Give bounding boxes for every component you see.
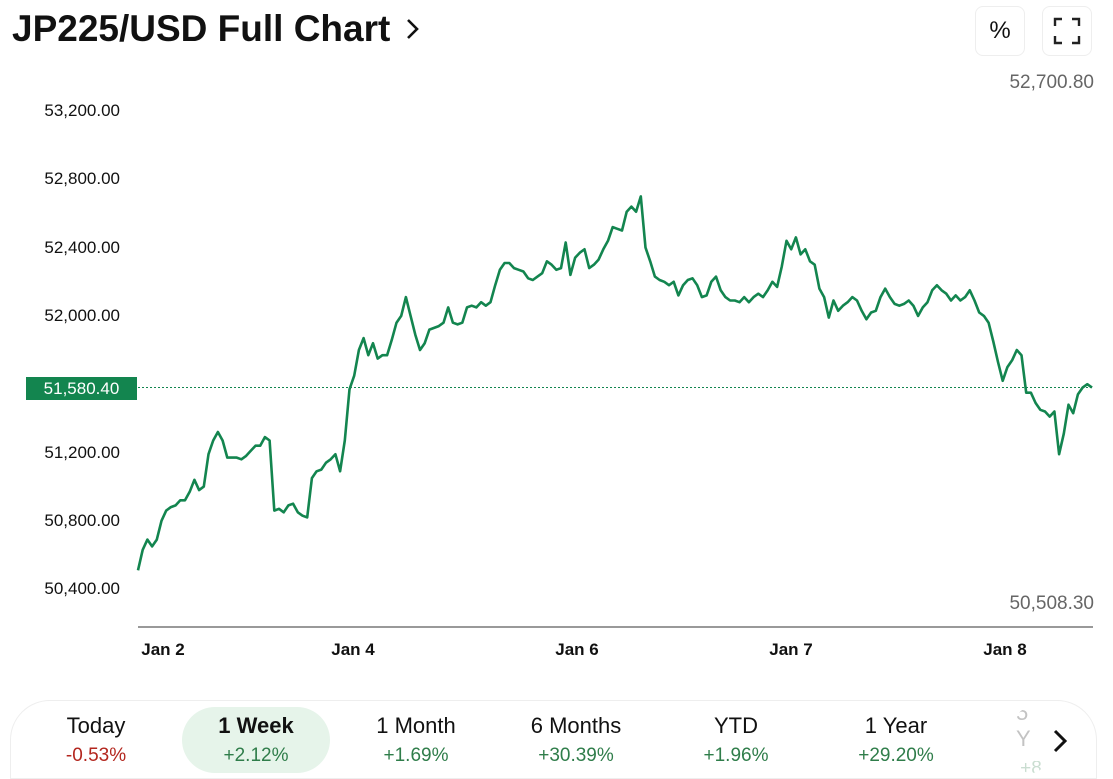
- y-tick-label: 50,800.00: [44, 510, 120, 530]
- scroll-right-button[interactable]: [1035, 721, 1085, 761]
- period-label: 5 Y: [1016, 707, 1031, 751]
- period-change: +1.69%: [383, 745, 449, 766]
- period-label: 6 Months: [530, 713, 622, 738]
- period-tab[interactable]: 1 Month +1.69%: [342, 707, 490, 773]
- y-tick-label: 50,400.00: [44, 579, 120, 599]
- x-tick-label: Jan 6: [555, 640, 599, 659]
- period-label: YTD: [714, 713, 758, 738]
- period-change: +2.12%: [223, 745, 289, 766]
- y-tick-label: 53,200.00: [44, 101, 120, 120]
- x-tick-label: Jan 8: [983, 640, 1027, 659]
- period-change: -0.53%: [65, 745, 127, 766]
- period-tab[interactable]: 6 Months +30.39%: [502, 707, 650, 773]
- y-tick-label: 51,200.00: [44, 442, 120, 462]
- period-tab[interactable]: 1 Year +29.20%: [822, 707, 970, 773]
- period-change: +29.20%: [858, 745, 934, 766]
- period-tab[interactable]: Today -0.53%: [22, 707, 170, 773]
- last-price-badge: 51,580.40: [26, 377, 137, 400]
- period-change: +8: [1020, 758, 1042, 773]
- price-line: [136, 195, 1093, 571]
- chart-title-link[interactable]: JP225/USD Full Chart: [12, 8, 422, 50]
- price-chart[interactable]: [0, 0, 1113, 700]
- fullscreen-icon: [1053, 17, 1081, 45]
- period-label: 1 Week: [218, 713, 294, 738]
- chevron-right-icon: [407, 19, 420, 39]
- x-tick-label: Jan 7: [769, 640, 813, 659]
- high-value-label: 52,700.80: [1009, 72, 1094, 93]
- x-tick-label: Jan 2: [141, 640, 185, 659]
- period-label: 1 Year: [864, 713, 928, 738]
- period-change: +30.39%: [538, 745, 614, 766]
- percent-label: %: [989, 17, 1011, 44]
- x-tick-label: Jan 4: [331, 640, 375, 659]
- period-change: +1.96%: [703, 745, 769, 766]
- page-title: JP225/USD Full Chart: [12, 8, 391, 49]
- fullscreen-button[interactable]: [1042, 6, 1092, 56]
- period-tab[interactable]: 5 Y +8: [1016, 707, 1046, 773]
- period-label: Today: [66, 713, 126, 738]
- period-tab[interactable]: 1 Week +2.12%: [182, 707, 330, 773]
- y-tick-label: 52,800.00: [44, 169, 120, 189]
- period-tab[interactable]: YTD +1.96%: [662, 707, 810, 773]
- low-value-label: 50,508.30: [1009, 593, 1094, 614]
- period-tabs: Today -0.53% 1 Week +2.12% 1 Month +1.69% 6 Mo…: [10, 700, 1097, 779]
- y-tick-label: 52,000.00: [44, 305, 120, 325]
- percent-toggle-button[interactable]: %: [975, 6, 1025, 56]
- chevron-right-icon: [1053, 729, 1068, 753]
- period-label: 1 Month: [376, 713, 456, 738]
- y-tick-label: 52,400.00: [44, 237, 120, 257]
